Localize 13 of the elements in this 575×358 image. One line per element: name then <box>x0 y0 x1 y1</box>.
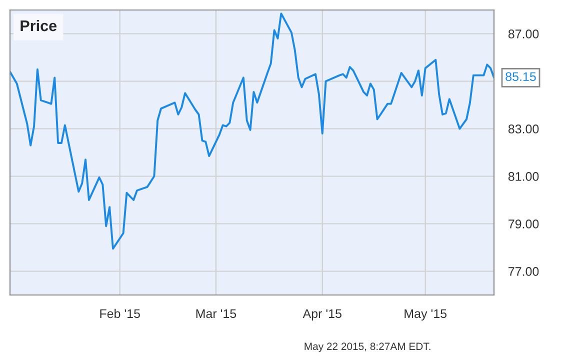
x-tick-label: Feb '15 <box>100 308 140 318</box>
y-tick-label: 83.00 <box>508 124 539 134</box>
y-tick-label: 81.00 <box>508 172 539 181</box>
y-tick-label: 87.00 <box>508 30 539 38</box>
x-tick-label: Apr '15 <box>302 309 342 321</box>
y-tick-label: 77.00 <box>508 267 539 276</box>
text: Price <box>20 20 57 32</box>
data-label: 85.15 <box>506 72 536 82</box>
line-series <box>10 12 494 250</box>
text: May 22 2015, 8:27AM EDT. <box>304 342 430 352</box>
x-tick-label: May '15 <box>404 309 447 321</box>
y-tick-label: 79.00 <box>508 220 539 228</box>
x-tick-label: Mar '15 <box>196 309 236 318</box>
